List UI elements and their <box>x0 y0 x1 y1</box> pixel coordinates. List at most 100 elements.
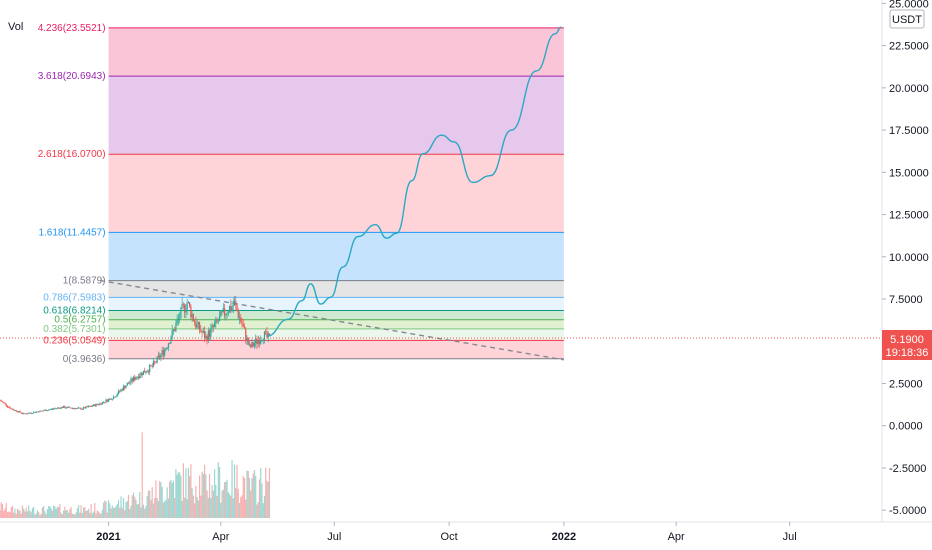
volume-bar <box>60 512 62 518</box>
candle-body <box>49 409 51 411</box>
candle-body <box>265 331 267 333</box>
volume-bar <box>41 507 44 518</box>
volume-bar <box>21 505 24 518</box>
price-axis-background[interactable] <box>882 0 932 522</box>
candle-body <box>151 365 153 367</box>
trend-line[interactable] <box>99 279 564 361</box>
fibonacci-zones <box>108 27 564 359</box>
fib-zone <box>108 27 564 77</box>
volume-bar <box>187 467 189 518</box>
candle-body <box>236 304 238 311</box>
volume-bar <box>237 488 239 518</box>
price-tick-label: -5.0000 <box>889 505 926 517</box>
candle-body <box>16 411 19 413</box>
candle-body <box>155 361 157 363</box>
fib-level-label: 4.236(23.5521) <box>38 23 106 34</box>
fib-level-label: 3.618(20.6943) <box>38 71 106 82</box>
time-tick-label: Jul <box>327 531 341 543</box>
candle-body <box>233 301 236 306</box>
volume-bar <box>199 475 201 518</box>
volume-bar <box>106 512 108 518</box>
volume-bar <box>5 503 7 518</box>
volume-bar <box>125 502 127 518</box>
volume-bar <box>54 506 56 518</box>
candle-body <box>174 329 176 332</box>
projected-path-line[interactable] <box>266 26 562 337</box>
candle-body <box>54 408 56 410</box>
volume-bar <box>0 502 2 518</box>
candle-body <box>55 408 57 410</box>
candle-body <box>66 406 68 408</box>
volume-bar <box>216 495 218 518</box>
volume-bar <box>95 513 97 518</box>
candle-body <box>23 413 25 415</box>
candle-body <box>5 403 7 406</box>
candle-body <box>263 331 266 340</box>
volume-bar <box>261 483 263 518</box>
candle-body <box>125 385 127 389</box>
fibonacci-levels[interactable]: 4.236(23.5521) 3.618(20.6943) 2.618(16.070… <box>38 23 564 365</box>
volume-bar <box>71 513 73 518</box>
candle-body <box>51 408 53 410</box>
price-tick-label: 2.5000 <box>889 378 923 390</box>
volume-bar <box>124 510 126 518</box>
candle-body <box>50 408 52 410</box>
volume-bar <box>26 511 29 518</box>
candle-body <box>85 406 87 409</box>
volume-bar <box>210 497 212 518</box>
volume-bar <box>25 507 27 518</box>
candle-body <box>76 407 78 409</box>
time-axis-ticks[interactable]: 2021 Apr Jul Oct 2022 Apr Jul <box>96 522 797 543</box>
volume-bar <box>131 495 133 518</box>
price-tick-label: 0.0000 <box>889 421 923 433</box>
volume-bar <box>147 490 150 518</box>
candle-body <box>56 407 58 409</box>
candle-body <box>167 343 170 348</box>
volume-bar <box>70 506 72 518</box>
fib-zone <box>108 319 564 329</box>
candle-body <box>137 376 140 379</box>
candle-body <box>39 410 41 413</box>
projection-path[interactable] <box>266 26 562 337</box>
volume-bar <box>59 504 61 518</box>
volume-bar <box>9 512 11 518</box>
candle-body <box>136 376 138 378</box>
volume-bar <box>165 499 167 518</box>
volume-bar <box>162 502 165 518</box>
price-tick-label: 17.5000 <box>889 125 929 137</box>
candle-body <box>262 339 264 341</box>
candle-body <box>211 325 213 329</box>
volume-bar <box>16 508 19 518</box>
candle-body <box>154 361 156 363</box>
volume-bar <box>207 497 209 518</box>
volume-bar <box>205 474 207 518</box>
fib-zone <box>108 297 564 311</box>
candle-body <box>177 318 179 320</box>
volume-bar <box>211 485 213 518</box>
volume-bar <box>116 504 118 518</box>
dashed-trend-line[interactable] <box>99 279 564 361</box>
volume-bar <box>69 509 71 518</box>
candle-body <box>251 342 253 348</box>
volume-indicator-label[interactable]: Vol <box>8 21 23 33</box>
price-tick-label: 15.0000 <box>889 167 929 179</box>
volume-bar <box>134 496 136 518</box>
candle-body <box>190 306 192 317</box>
price-axis-ticks: 25.0000 22.5000 20.0000 17.5000 15.0000 12.50… <box>882 0 929 517</box>
currency-badge-box[interactable] <box>889 9 925 29</box>
volume-bar <box>220 502 222 518</box>
volume-bar <box>81 513 83 518</box>
volume-bar <box>260 467 262 518</box>
volume-bar <box>169 481 171 518</box>
candle-body <box>34 411 36 413</box>
candle-body <box>246 337 248 341</box>
candle-body <box>100 403 102 405</box>
volume-bar <box>31 508 34 518</box>
volume-bar <box>172 480 175 518</box>
candle-body <box>199 322 201 331</box>
volume-bar <box>266 480 268 518</box>
last-price-value: 5.1900 <box>890 334 924 346</box>
candle-body <box>33 411 35 414</box>
volume-bar <box>257 501 259 518</box>
